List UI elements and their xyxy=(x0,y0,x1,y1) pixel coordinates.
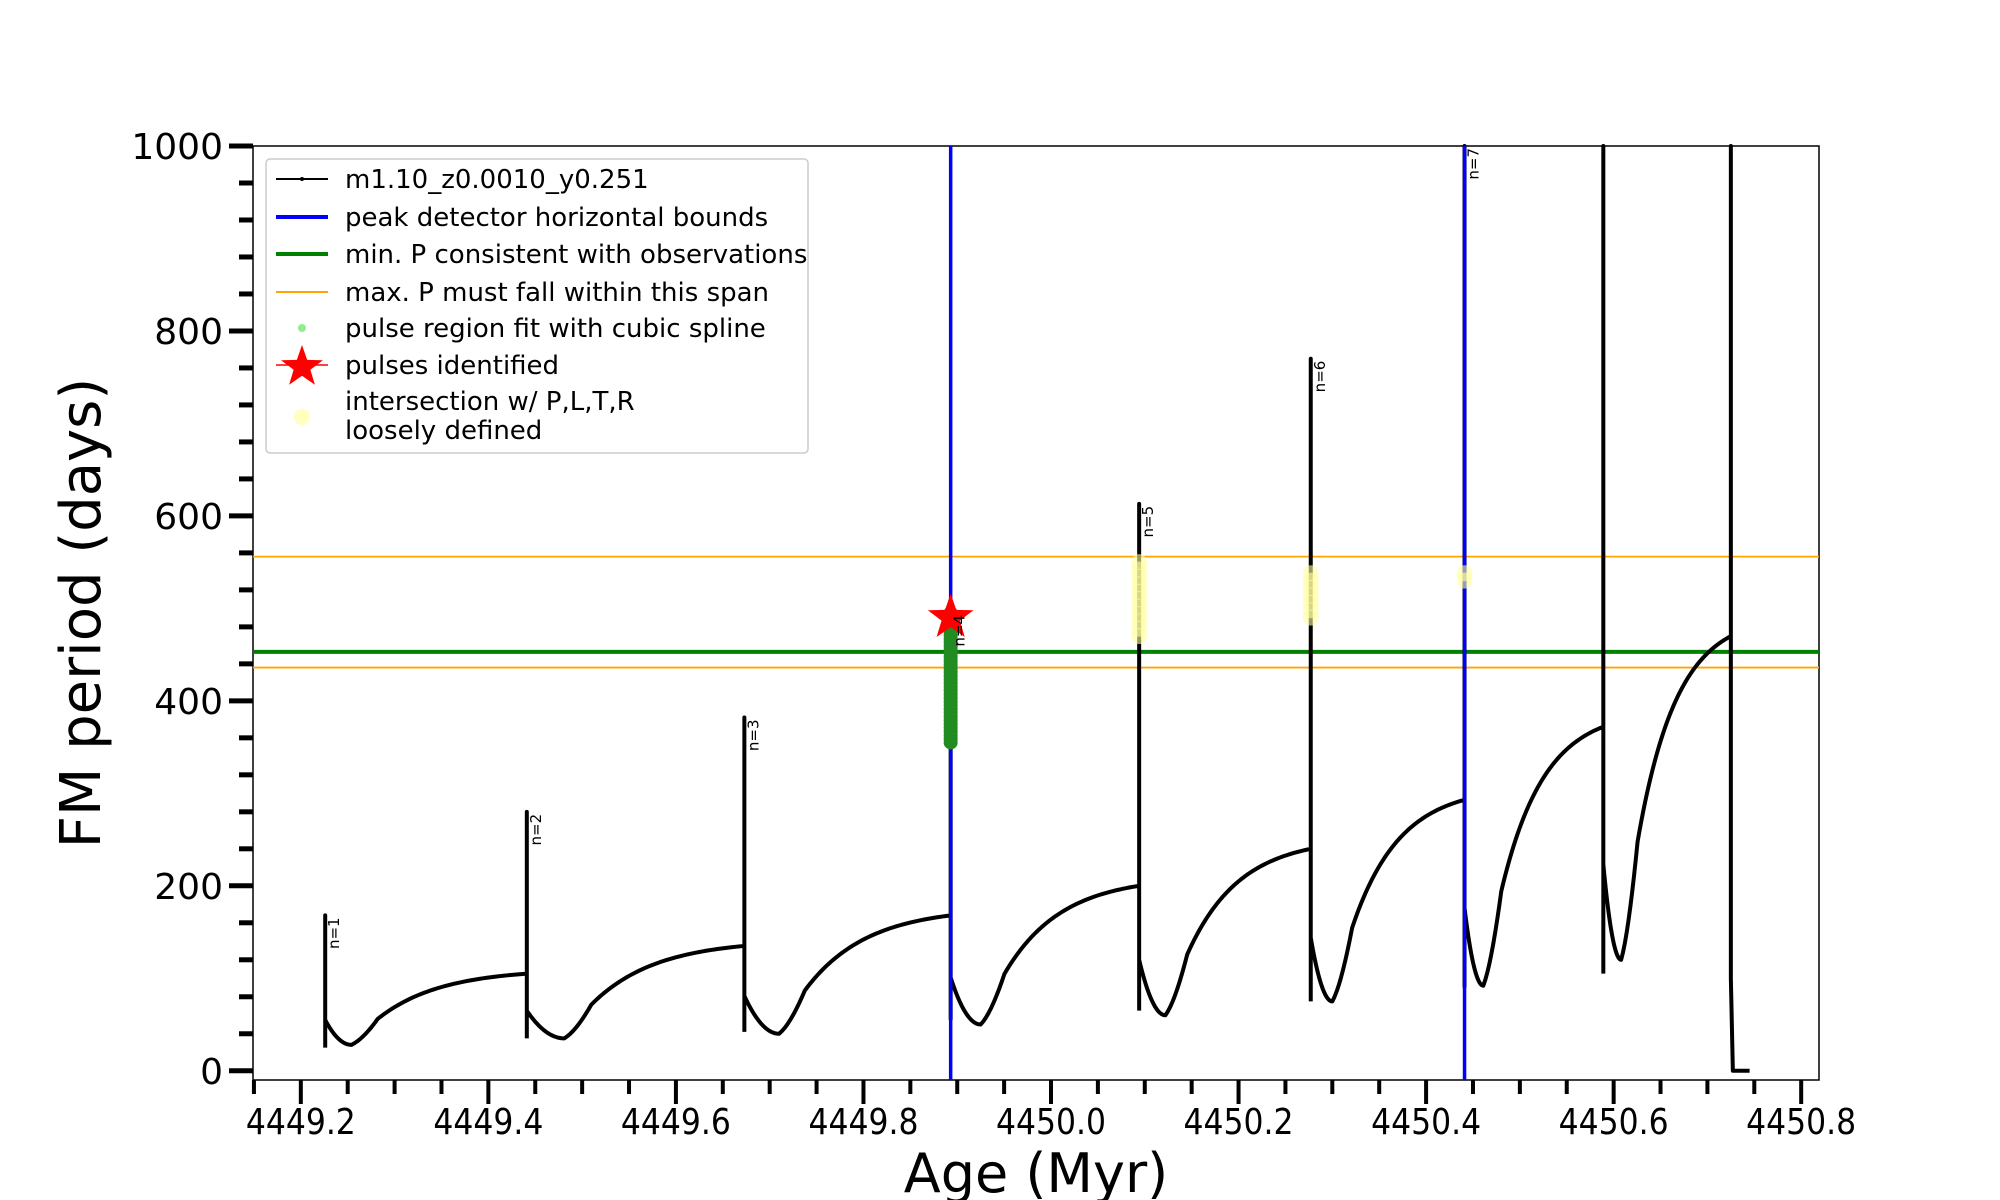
x-axis-label: Age (Myr) xyxy=(904,1142,1169,1200)
y-tick-label: 800 xyxy=(154,312,223,353)
x-tick-label: 4449.6 xyxy=(621,1102,731,1143)
x-tick-label: 4450.6 xyxy=(1559,1102,1669,1143)
intersection-point xyxy=(1456,565,1473,582)
pulse-label: n=1 xyxy=(325,917,343,949)
pulse-label: n=7 xyxy=(1465,148,1483,180)
x-tick-label: 4450.4 xyxy=(1371,1102,1481,1143)
legend-label: pulses identified xyxy=(345,351,559,381)
x-tick-label: 4450.8 xyxy=(1746,1102,1856,1143)
model-curve xyxy=(323,144,1750,1073)
legend-item: pulse region fit with cubic spline xyxy=(298,314,766,344)
legend-label: pulse region fit with cubic spline xyxy=(345,314,766,344)
intersection-point xyxy=(1131,554,1148,571)
legend-box xyxy=(265,158,809,454)
legend-label: intersection w/ P,L,T,R xyxy=(345,387,635,417)
pulse-label: n=5 xyxy=(1139,506,1157,538)
pulse-label: n=4 xyxy=(951,615,969,647)
y-tick-label: 0 xyxy=(200,1052,223,1093)
y-tick-label: 200 xyxy=(154,867,223,908)
pulse-label: n=6 xyxy=(1311,361,1329,393)
x-tick-label: 4449.2 xyxy=(246,1102,356,1143)
legend-item: peak detector horizontal bounds xyxy=(276,203,768,233)
legend-label: peak detector horizontal bounds xyxy=(345,203,768,233)
y-tick-label: 600 xyxy=(154,497,223,538)
legend-marker-icon xyxy=(300,177,304,181)
legend-item: min. P consistent with observations xyxy=(276,240,807,270)
y-tick-label: 1000 xyxy=(131,127,223,168)
y-tick-label: 400 xyxy=(154,682,223,723)
x-tick-label: 4449.4 xyxy=(433,1102,543,1143)
pulse-star xyxy=(927,593,974,638)
legend-star-icon xyxy=(281,345,323,385)
legend-label: m1.10_z0.0010_y0.251 xyxy=(345,165,649,195)
legend-label: loosely defined xyxy=(345,416,542,446)
legend-label: max. P must fall within this span xyxy=(345,278,769,308)
x-tick-label: 4449.8 xyxy=(808,1102,918,1143)
x-tick-label: 4450.2 xyxy=(1184,1102,1294,1143)
y-axis-label: FM period (days) xyxy=(49,378,114,848)
legend-item: m1.10_z0.0010_y0.251 xyxy=(276,165,649,195)
legend-dot-icon xyxy=(294,409,310,425)
legend-item: max. P must fall within this span xyxy=(276,278,769,308)
x-tick-label: 4450.0 xyxy=(996,1102,1106,1143)
legend-dot-icon xyxy=(298,324,306,332)
legend-item: pulses identified xyxy=(276,345,559,385)
pulse-label: n=3 xyxy=(744,719,762,751)
legend-label: min. P consistent with observations xyxy=(345,240,807,270)
intersection-point xyxy=(1302,565,1319,582)
pulse-label: n=2 xyxy=(527,814,545,846)
